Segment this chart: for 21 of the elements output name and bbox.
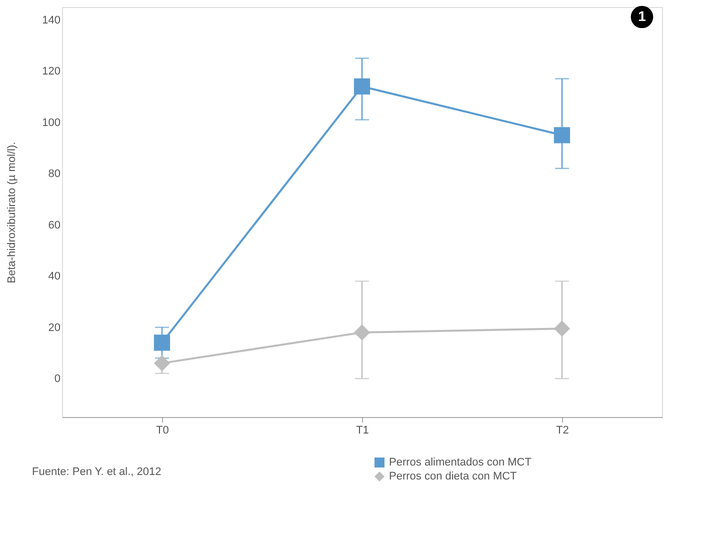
y-tick-label: 20 [48,322,60,334]
x-tick-label: T0 [156,424,169,436]
x-tick-label: T2 [556,424,569,436]
y-tick-label: 80 [48,168,60,180]
y-tick-label: 40 [48,270,60,283]
y-axis-title: Beta-hidroxibutirato (µ mol/l). [6,142,18,284]
y-tick-label: 100 [42,116,60,129]
point [554,127,570,144]
source-note: Fuente: Pen Y. et al., 2012 [32,466,162,478]
legend-label: Perros alimentados con MCT [389,456,532,468]
legend-label: Perros con dieta con MCT [389,470,518,482]
y-tick-label: 140 [42,14,60,26]
y-tick-label: 60 [48,219,60,232]
point [354,78,370,94]
annotation: 1 [638,8,646,24]
x-tick-label: T1 [356,424,369,436]
y-tick-label: 120 [42,66,60,78]
point [554,320,570,337]
point [154,334,170,351]
point [354,324,370,340]
y-tick-label: 0 [54,373,60,386]
